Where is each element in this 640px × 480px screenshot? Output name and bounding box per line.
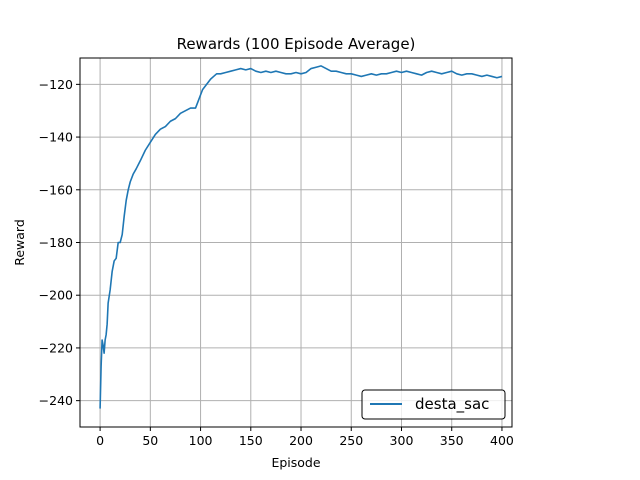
y-axis-title: Reward: [12, 219, 27, 266]
y-tick-label: −140: [39, 130, 73, 145]
y-tick-label: −220: [39, 340, 73, 355]
y-tick-label: −200: [39, 288, 73, 303]
x-axis-title: Episode: [271, 455, 320, 470]
y-tick-label: −240: [39, 393, 73, 408]
x-tick-label: 0: [96, 433, 104, 448]
x-tick-label: 300: [390, 433, 414, 448]
series-lines: [99, 65, 503, 409]
axis-ticks: 0 50 100 150 200 250 300 350 400 −240 −220 −200 −180…: [39, 77, 514, 448]
x-tick-label: 150: [239, 433, 263, 448]
x-tick-label: 350: [440, 433, 464, 448]
x-tick-label: 250: [339, 433, 363, 448]
x-tick-label: 100: [189, 433, 213, 448]
x-tick-label: 50: [142, 433, 158, 448]
y-tick-label: −180: [39, 235, 73, 250]
y-tick-label: −120: [39, 77, 73, 92]
legend-box: [361, 389, 506, 420]
series-line-desta-sac: [99, 65, 503, 409]
chart-title: Rewards (100 Episode Average): [177, 35, 416, 53]
legend: desta_sac: [361, 389, 506, 420]
grid: [80, 58, 512, 427]
x-tick-label: 400: [490, 433, 514, 448]
x-tick-label: 200: [289, 433, 313, 448]
legend-entry-desta-sac: desta_sac: [415, 395, 489, 414]
y-tick-label: −160: [39, 182, 73, 197]
